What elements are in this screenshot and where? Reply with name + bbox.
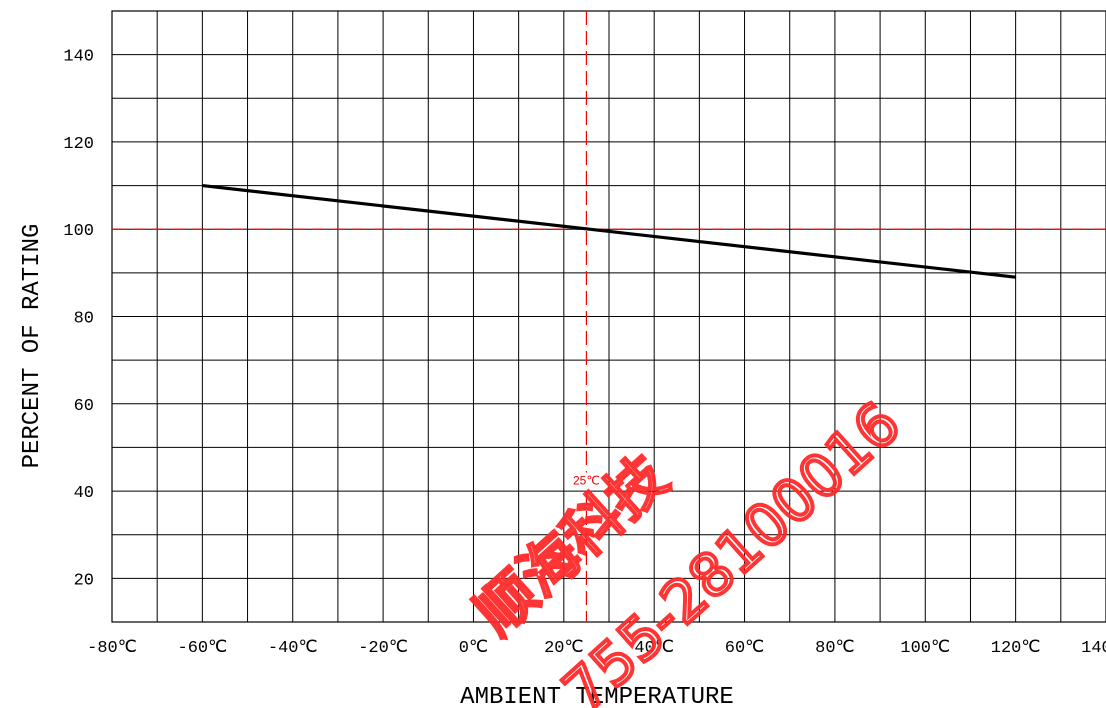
series-line-0: [202, 183, 1016, 279]
y-tick-label: 120: [63, 135, 94, 154]
y-tick-label: 40: [74, 484, 94, 503]
x-tick-label: -20℃: [358, 639, 408, 658]
x-tick-label: 40℃: [634, 639, 674, 658]
x-tick-label: 100℃: [900, 639, 950, 658]
y-tick-label: 20: [74, 571, 94, 590]
y-tick-label: 100: [63, 222, 94, 241]
grid-lines: [111, 10, 1106, 623]
y-tick-label: 80: [74, 310, 94, 329]
x-tick-label: 0℃: [459, 639, 488, 658]
y-tick-labels: 20 40 60 80 100 120 140: [63, 48, 94, 591]
x-tick-label: 60℃: [725, 639, 765, 658]
reference-label-25c: 25℃: [573, 474, 600, 488]
x-tick-label: 80℃: [815, 639, 855, 658]
x-axis-title: AMBIENT TEMPERATURE: [460, 684, 734, 708]
plot-border: [111, 10, 1106, 623]
x-tick-label: 120℃: [991, 639, 1041, 658]
reference-lines: [112, 11, 1106, 622]
y-tick-label: 60: [74, 397, 94, 416]
x-tick-label: -60℃: [178, 639, 228, 658]
x-tick-label: -80℃: [87, 639, 137, 658]
x-tick-labels: -80℃ -60℃ -40℃ -20℃ 0℃ 20℃ 40℃ 60℃ 80℃ 100℃ 120℃ 14…: [87, 639, 1106, 658]
x-tick-label: 20℃: [544, 639, 584, 658]
y-axis-title: PERCENT OF RATING: [19, 224, 46, 469]
y-tick-label: 140: [63, 48, 94, 67]
reference-label-background: [566, 472, 607, 489]
x-tick-label: 140℃: [1081, 639, 1106, 658]
series-group: [202, 183, 1016, 279]
x-tick-label: -40℃: [268, 639, 318, 658]
watermark: 顺海科技 755-28100016: [461, 387, 915, 708]
